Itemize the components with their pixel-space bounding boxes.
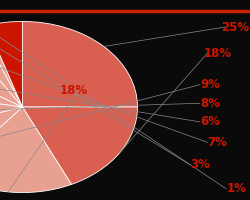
Text: 25%: 25% xyxy=(221,21,249,34)
Wedge shape xyxy=(0,91,22,133)
Wedge shape xyxy=(0,27,22,107)
Wedge shape xyxy=(0,26,22,107)
Wedge shape xyxy=(0,61,22,107)
Wedge shape xyxy=(22,107,138,184)
Text: 8%: 8% xyxy=(200,97,220,110)
Text: 18%: 18% xyxy=(60,84,88,97)
Wedge shape xyxy=(0,21,22,107)
Text: 9%: 9% xyxy=(200,78,220,91)
Text: 3%: 3% xyxy=(190,158,210,171)
Text: 7%: 7% xyxy=(208,136,228,149)
Wedge shape xyxy=(0,107,72,193)
Wedge shape xyxy=(0,35,22,107)
Wedge shape xyxy=(22,21,138,107)
Text: 18%: 18% xyxy=(204,47,232,60)
Text: 6%: 6% xyxy=(200,115,220,128)
Text: 1%: 1% xyxy=(226,182,246,195)
Wedge shape xyxy=(0,107,22,173)
